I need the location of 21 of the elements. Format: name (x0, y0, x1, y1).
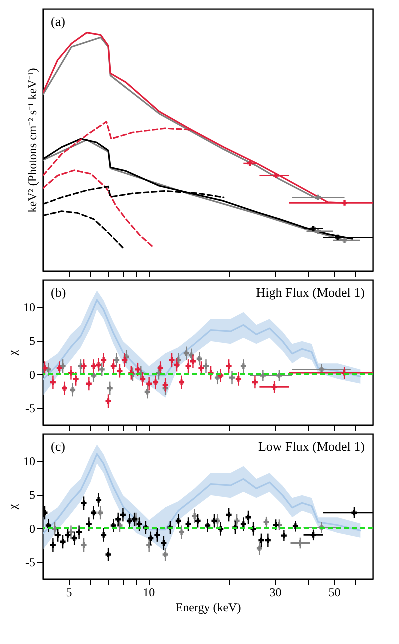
text: (a) (51, 14, 66, 29)
y-tick-label: 5 (30, 488, 36, 502)
annotation: Low Flux (Model 1) (258, 439, 365, 454)
x-tick-label: 30 (270, 586, 282, 600)
x-tick-label: 50 (328, 586, 341, 600)
y-tick-label: 0 (30, 522, 36, 536)
y-tick-label: 10 (24, 300, 36, 314)
y-tick-label: 5 (30, 334, 36, 348)
y-tick-label: 10 (24, 454, 36, 468)
y-axis-title: χ (6, 504, 20, 511)
x-tick-label: 5 (66, 586, 72, 600)
y-axis-title: keV² (Photons cm⁻² s⁻¹ keV⁻¹) (26, 68, 40, 213)
x-tick-label: 10 (143, 586, 156, 600)
annotation: High Flux (Model 1) (256, 285, 365, 300)
x-axis-title: Energy (keV) (176, 600, 242, 614)
y-axis-title: χ (6, 350, 20, 357)
annotation: (b) (51, 285, 66, 300)
y-tick-label: 0 (30, 368, 36, 382)
annotation: (c) (51, 439, 66, 454)
y-tick-label: -5 (26, 402, 36, 416)
y-tick-label: -5 (26, 556, 36, 570)
